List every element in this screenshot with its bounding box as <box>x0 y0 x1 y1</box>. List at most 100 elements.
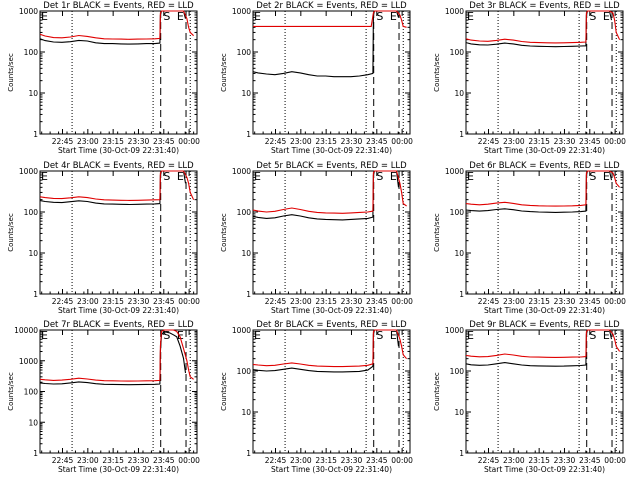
x-axis-label: Start Time (30-Oct-09 22:31:40) <box>58 146 179 155</box>
panel-title: Det 2r BLACK = Events, RED = LLD <box>256 1 407 11</box>
y-tick-label: 1000 <box>445 167 464 176</box>
y-axis-label: Counts/sec <box>433 372 441 411</box>
event-label: E <box>467 10 474 23</box>
y-tick-label: 100 <box>450 48 465 57</box>
panel-det-8: Det 8r BLACK = Events, RED = LLD 1 10 100 10… <box>220 320 413 474</box>
event-label: S <box>589 10 596 23</box>
x-tick-label: 23:30 <box>341 297 363 306</box>
x-axis-label: Start Time (30-Oct-09 22:31:40) <box>271 306 392 315</box>
y-tick-label: 1 <box>33 130 38 139</box>
event-label: E <box>41 10 48 23</box>
event-label: S <box>163 329 170 342</box>
event-label: E <box>177 329 184 342</box>
panel-title: Det 3r BLACK = Events, RED = LLD <box>469 1 620 11</box>
plot-frame <box>465 329 624 454</box>
x-tick-label: 23:30 <box>341 137 363 146</box>
event-label: S <box>163 170 170 183</box>
x-tick-label: 00:00 <box>604 137 626 146</box>
x-tick-label: 23:15 <box>102 456 124 465</box>
event-label: E <box>41 170 48 183</box>
y-tick-label: 1 <box>459 130 464 139</box>
x-tick-label: 23:30 <box>341 456 363 465</box>
panel-title: Det 1r BLACK = Events, RED = LLD <box>43 1 194 11</box>
y-axis-label: Counts/sec <box>7 213 15 252</box>
x-tick-label: 23:45 <box>153 456 175 465</box>
events-series-line <box>40 330 187 386</box>
y-tick-label: 1000 <box>19 167 38 176</box>
event-label: E <box>390 170 397 183</box>
panel-det-6: Det 6r BLACK = Events, RED = LLD 1 10 100 10… <box>433 161 626 315</box>
y-axis-label: Counts/sec <box>433 53 441 92</box>
y-axis-label: Counts/sec <box>433 213 441 252</box>
x-tick-label: 23:45 <box>366 456 388 465</box>
x-axis-label: Start Time (30-Oct-09 22:31:40) <box>484 146 605 155</box>
lld-series-line <box>466 170 621 207</box>
y-tick-label: 10 <box>28 89 38 98</box>
x-tick-label: 23:45 <box>579 297 601 306</box>
panel-title: Det 6r BLACK = Events, RED = LLD <box>469 161 620 171</box>
event-label: E <box>467 170 474 183</box>
y-tick-label: 10 <box>454 408 464 417</box>
y-tick-label: 100 <box>237 208 252 217</box>
event-label: E <box>177 10 184 23</box>
y-axis-label: Counts/sec <box>7 372 15 411</box>
x-tick-label: 23:45 <box>366 297 388 306</box>
x-tick-label: 23:00 <box>77 297 99 306</box>
x-tick-label: 22:45 <box>478 137 500 146</box>
y-tick-label: 100 <box>450 208 465 217</box>
series-group <box>253 10 407 78</box>
event-label: S <box>376 170 383 183</box>
lld-series-line <box>40 170 195 201</box>
y-tick-label: 1000 <box>232 7 251 16</box>
plot-frame <box>465 170 624 295</box>
panel-title: Det 4r BLACK = Events, RED = LLD <box>43 161 194 171</box>
event-label: E <box>390 10 397 23</box>
x-tick-label: 22:45 <box>52 456 74 465</box>
event-label: E <box>390 329 397 342</box>
event-label: E <box>254 170 261 183</box>
event-label: S <box>376 329 383 342</box>
y-tick-label: 10000 <box>14 326 38 335</box>
panel-det-3: Det 3r BLACK = Events, RED = LLD 1 10 100 10… <box>433 1 626 155</box>
y-tick-label: 100 <box>237 48 252 57</box>
y-tick-label: 1 <box>459 290 464 299</box>
x-tick-label: 00:00 <box>391 297 413 306</box>
x-tick-label: 22:45 <box>265 297 287 306</box>
y-tick-label: 1 <box>246 290 251 299</box>
y-tick-label: 100 <box>450 367 465 376</box>
plot-frame <box>252 170 411 295</box>
y-tick-label: 1 <box>33 290 38 299</box>
x-tick-label: 00:00 <box>178 137 200 146</box>
y-tick-label: 1000 <box>19 7 38 16</box>
y-tick-label: 10 <box>454 249 464 258</box>
y-tick-label: 1000 <box>232 326 251 335</box>
y-tick-label: 1000 <box>445 7 464 16</box>
panel-det-7: Det 7r BLACK = Events, RED = LLD 1 10 100 10… <box>7 320 200 474</box>
x-tick-label: 23:45 <box>579 137 601 146</box>
panel-title: Det 9r BLACK = Events, RED = LLD <box>469 320 620 330</box>
panel-det-2: Det 2r BLACK = Events, RED = LLD 1 10 100 10… <box>220 1 413 155</box>
y-axis-label: Counts/sec <box>220 372 228 411</box>
event-label: E <box>254 10 261 23</box>
y-tick-label: 1 <box>33 449 38 458</box>
y-tick-label: 100 <box>24 208 39 217</box>
plot-frame <box>465 10 624 135</box>
x-tick-label: 22:45 <box>478 456 500 465</box>
x-tick-label: 00:00 <box>178 456 200 465</box>
x-tick-label: 23:15 <box>102 137 124 146</box>
x-tick-label: 23:00 <box>290 137 312 146</box>
plot-frame <box>252 329 411 454</box>
x-tick-label: 23:30 <box>128 297 150 306</box>
series-group <box>466 10 621 48</box>
x-tick-label: 23:45 <box>153 137 175 146</box>
panel-det-1: Det 1r BLACK = Events, RED = LLD 1 10 100 10… <box>7 1 200 155</box>
event-label: E <box>177 170 184 183</box>
x-tick-label: 00:00 <box>391 137 413 146</box>
x-axis-label: Start Time (30-Oct-09 22:31:40) <box>271 465 392 474</box>
series-group <box>253 329 408 373</box>
plot-frame <box>39 10 198 135</box>
series-group <box>40 329 194 386</box>
x-tick-label: 00:00 <box>604 297 626 306</box>
x-tick-label: 23:30 <box>128 137 150 146</box>
